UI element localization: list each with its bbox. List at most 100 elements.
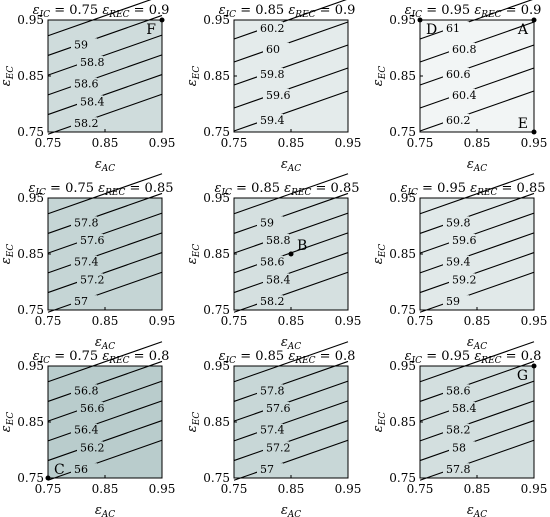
contour-label-bg <box>71 216 97 229</box>
y-tick-label: 0.75 <box>17 125 44 139</box>
contour-label-bg <box>71 423 97 436</box>
panel-6: 59 59.2 59.4 59.6 59.8 0.75 0.85 0.95 0.75 0.85 0.… <box>371 173 547 352</box>
x-tick-label: 0.85 <box>464 136 491 150</box>
y-tick-label: 0.85 <box>17 69 44 83</box>
contour-label: 57.4 <box>74 256 99 269</box>
contour-label-bg <box>263 273 289 286</box>
contour-label: 59.6 <box>266 89 291 102</box>
x-tick-label: 0.75 <box>221 482 248 496</box>
contour-label: 57.2 <box>266 441 291 454</box>
y-tick-label: 0.85 <box>389 415 416 429</box>
y-tick-label: 0.75 <box>389 471 416 485</box>
contour-line <box>419 90 535 132</box>
contour-label-bg <box>449 441 475 454</box>
y-tick-label: 0.75 <box>203 125 230 139</box>
y-axis-label: εEC <box>371 412 388 433</box>
panel-shade <box>420 20 534 132</box>
contour-label: 60.4 <box>452 89 477 102</box>
contour-line <box>419 67 535 109</box>
point-marker-c <box>45 475 51 481</box>
y-axis-label: εEC <box>371 66 388 87</box>
contour-label-bg <box>263 88 289 101</box>
panel-shade <box>48 20 162 132</box>
contour-label: 60.6 <box>446 68 471 81</box>
y-axis-label: εEC <box>185 244 202 265</box>
contour-label: 56.4 <box>74 424 99 437</box>
y-axis-label: εEC <box>0 66 16 87</box>
contour-line <box>419 341 535 383</box>
point-label-g: G <box>517 368 528 384</box>
contour-line <box>233 252 349 294</box>
contour-label: 57.6 <box>80 234 105 247</box>
panel-title: εIC = 0.95 εREC = 0.85 <box>400 181 545 198</box>
contour-label-bg <box>257 113 283 126</box>
contour-line <box>47 173 163 215</box>
contour-label: 60 <box>266 43 280 56</box>
contour-label-bg <box>77 95 103 108</box>
contour-line <box>47 271 163 313</box>
contour-label-bg <box>443 113 469 126</box>
panel-title: εIC = 0.75 εREC = 0.8 <box>33 349 170 366</box>
y-tick-label: 0.95 <box>389 191 416 205</box>
contour-label: 59.8 <box>260 68 285 81</box>
x-axis-label: εAC <box>467 157 487 174</box>
contour-line <box>419 0 533 40</box>
contour-label: 56.2 <box>80 441 105 454</box>
x-tick-label: 0.95 <box>149 136 176 150</box>
y-tick-label: 0.85 <box>389 247 416 261</box>
y-axis-label: εEC <box>0 412 16 433</box>
contour-label: 59 <box>260 216 274 229</box>
contour-label-bg <box>263 401 289 414</box>
point-label-e: E <box>518 116 528 132</box>
contour-line <box>233 21 349 63</box>
y-tick-label: 0.85 <box>203 415 230 429</box>
y-tick-label: 0.95 <box>389 359 416 373</box>
x-axis-label: εAC <box>95 335 115 352</box>
x-tick-label: 0.95 <box>149 314 176 328</box>
contour-label: 61 <box>446 22 460 35</box>
contour-label: 58.6 <box>74 78 99 91</box>
contour-line <box>233 380 349 422</box>
contour-label-bg <box>71 295 97 308</box>
x-axis-label: εAC <box>281 335 301 352</box>
contour-label: 59.6 <box>452 234 477 247</box>
point-label-d: D <box>426 22 437 38</box>
contour-line <box>47 400 163 442</box>
y-tick-label: 0.95 <box>203 13 230 27</box>
contour-label-bg <box>449 273 475 286</box>
panel-4: 57 57.2 57.4 57.6 57.8 0.75 0.85 0.95 0.75 0.85 0.… <box>0 173 176 352</box>
contour-line <box>47 439 163 481</box>
contour-line <box>233 360 349 402</box>
contour-label-bg <box>71 384 97 397</box>
contour-line <box>419 380 535 422</box>
contour-label-bg <box>71 38 97 51</box>
contour-line <box>47 212 163 254</box>
panel-title: εIC = 0.75 εREC = 0.9 <box>33 3 170 20</box>
panel-shade <box>420 366 534 478</box>
x-tick-label: 0.75 <box>407 136 434 150</box>
panel-9: 57.8 58 58.2 58.4 58.6 0.75 0.85 0.95 0.75 0.85 0.… <box>371 341 548 517</box>
x-tick-label: 0.85 <box>464 314 491 328</box>
panel-title: εIC = 0.95 εREC = 0.8 <box>405 349 542 366</box>
contour-label-bg <box>71 77 97 90</box>
contour-label: 56.8 <box>74 384 99 397</box>
contour-line <box>233 341 349 383</box>
contour-label-bg <box>257 255 283 268</box>
contour-label-bg <box>77 401 103 414</box>
panel-shade <box>234 20 348 132</box>
contour-label-bg <box>257 423 283 436</box>
contour-label-bg <box>257 463 283 476</box>
x-axis-label: εAC <box>467 503 487 517</box>
contour-label: 58.2 <box>260 295 285 308</box>
x-tick-label: 0.95 <box>521 482 548 496</box>
contour-label: 58.2 <box>446 424 471 437</box>
x-tick-label: 0.75 <box>221 136 248 150</box>
y-tick-label: 0.75 <box>389 125 416 139</box>
contour-label-bg <box>263 233 289 246</box>
y-tick-label: 0.95 <box>17 359 44 373</box>
contour-line <box>233 212 349 254</box>
panel-title: εIC = 0.85 εREC = 0.85 <box>214 181 359 198</box>
panel-title: εIC = 0.75 εREC = 0.85 <box>28 181 173 198</box>
contour-label: 60.2 <box>446 114 471 127</box>
